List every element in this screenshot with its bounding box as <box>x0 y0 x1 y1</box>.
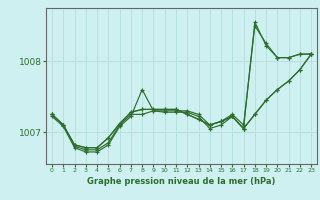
X-axis label: Graphe pression niveau de la mer (hPa): Graphe pression niveau de la mer (hPa) <box>87 177 276 186</box>
